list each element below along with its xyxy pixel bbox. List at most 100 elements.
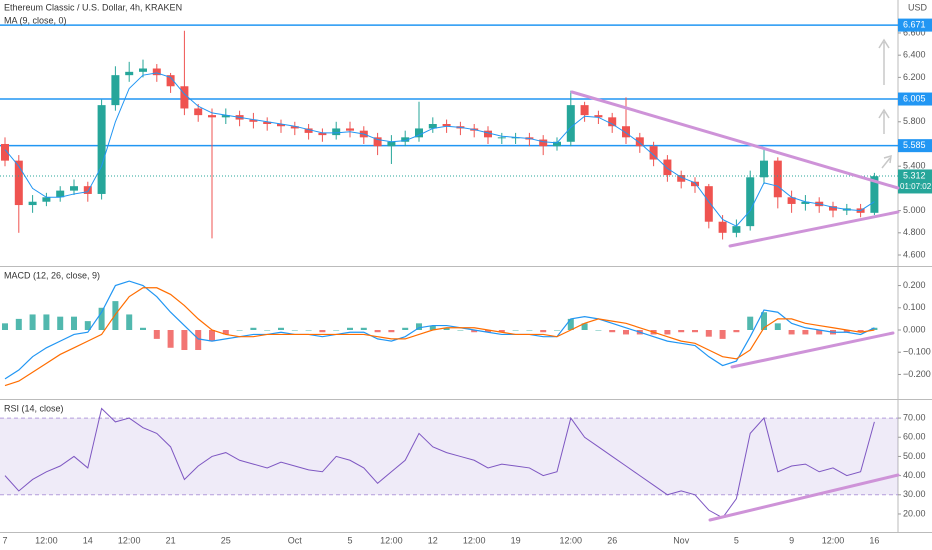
histogram-bar [719, 330, 726, 339]
x-tick-label: 5 [347, 535, 352, 545]
histogram-bar [581, 323, 588, 330]
x-tick-label: 12:00 [35, 535, 58, 545]
y-tick-label: 4.600 [903, 249, 926, 259]
histogram-bar [98, 307, 105, 330]
histogram-bar [871, 327, 878, 330]
histogram-bar [705, 330, 712, 337]
y-tick-label: 50.00 [903, 451, 926, 461]
histogram-bar [360, 327, 367, 330]
histogram-bar [43, 314, 50, 330]
y-tick-label: 5.400 [903, 161, 926, 171]
x-tick-label: Nov [673, 535, 690, 545]
candle-body [56, 190, 65, 198]
candle-body [70, 186, 78, 191]
countdown: 01:07:02 [900, 182, 932, 191]
y-tick-label: 6.600 [903, 27, 926, 37]
candle-body [152, 68, 161, 76]
candle-body [373, 137, 382, 147]
histogram-bar [140, 327, 146, 330]
candle-body [83, 186, 92, 194]
price-tag-label: 6.671 [903, 19, 926, 29]
line-series [4, 72, 875, 227]
histogram-bar [402, 327, 409, 330]
x-tick-label: 12:00 [560, 535, 583, 545]
y-tick-label: −0.100 [903, 347, 931, 357]
histogram-bar [457, 330, 464, 331]
candle-body [773, 160, 782, 198]
price-tag-label: 5.585 [903, 140, 926, 150]
y-tick-label: 0.200 [903, 280, 926, 290]
histogram-bar [747, 316, 754, 330]
candle-body [14, 160, 23, 206]
y-tick-label: −0.200 [903, 369, 931, 379]
histogram-bar [305, 330, 312, 331]
candle-body [732, 226, 741, 233]
histogram-bar [609, 330, 616, 333]
x-tick-label: 12:00 [118, 535, 141, 545]
x-tick-label: 26 [607, 535, 617, 545]
x-tick-label: 12 [428, 535, 438, 545]
histogram-bar [678, 330, 685, 333]
histogram-bar [623, 330, 629, 335]
trendline [730, 331, 895, 369]
y-tick-label: 6.400 [903, 50, 926, 60]
y-tick-label: 5.000 [903, 205, 926, 215]
line-series [4, 287, 875, 387]
x-tick-label: 9 [789, 535, 794, 545]
histogram-bar [84, 321, 91, 330]
histogram-bar [664, 330, 671, 335]
candle-body [539, 139, 548, 147]
marks: 4.6004.8005.0005.2005.4005.6005.8006.000… [0, 18, 932, 545]
price-tag [898, 18, 932, 32]
histogram-bar [443, 327, 450, 330]
y-tick-label: 70.00 [903, 412, 926, 422]
histogram-bar [498, 330, 505, 333]
x-tick-label: Oct [288, 535, 303, 545]
candle-body [870, 176, 879, 213]
candle-body [318, 132, 327, 136]
candle-body [346, 128, 354, 131]
candle-body [663, 159, 672, 176]
candle-body [401, 137, 410, 142]
x-tick-label: 25 [221, 535, 231, 545]
line-series [4, 280, 875, 380]
arrow [881, 154, 892, 169]
candle-body [760, 160, 768, 178]
histogram-bar [788, 330, 795, 335]
candle-body [635, 137, 644, 147]
indicator-label: MA (9, close, 0) [4, 15, 67, 25]
candle-body [428, 124, 437, 129]
histogram-bar [57, 316, 64, 330]
y-tick-label: 30.00 [903, 489, 926, 499]
candle-body [28, 201, 37, 206]
indicator-label: MACD (12, 26, close, 9) [4, 270, 100, 280]
histogram-bar [471, 330, 478, 333]
candle-body [111, 75, 120, 106]
histogram-bar [595, 330, 602, 331]
price-tag-label: 6.005 [903, 93, 926, 103]
candle-body [180, 86, 189, 109]
y-tick-label: 40.00 [903, 470, 926, 480]
y-tick-label: 5.800 [903, 116, 926, 126]
trendline [708, 473, 900, 522]
x-tick-label: 12:00 [380, 535, 403, 545]
histogram-bar [15, 318, 22, 330]
currency-label: USD [908, 2, 928, 12]
candle-body [718, 221, 727, 233]
trendline [728, 210, 900, 248]
histogram-bar [278, 327, 284, 330]
candle-body [484, 130, 492, 138]
candle-body [704, 186, 713, 222]
candle-body [677, 175, 686, 182]
histogram-bar [567, 318, 574, 330]
histogram-bar [374, 330, 381, 333]
candle-body [1, 143, 9, 161]
x-tick-label: 21 [166, 535, 176, 545]
y-tick-label: 20.00 [903, 508, 926, 518]
histogram-bar [126, 314, 133, 330]
histogram-bar [29, 314, 36, 330]
histogram-bar [2, 323, 8, 330]
candle-body [594, 115, 603, 118]
histogram-bar [112, 301, 119, 330]
